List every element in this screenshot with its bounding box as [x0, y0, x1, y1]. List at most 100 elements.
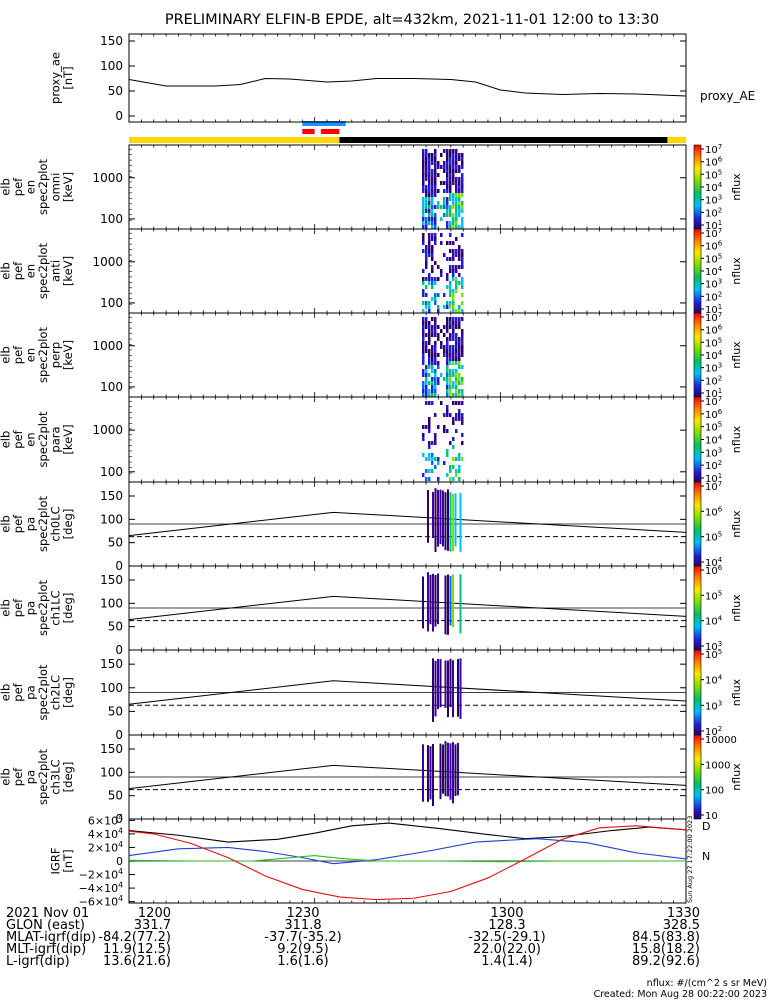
spectrogram-cell — [446, 393, 449, 397]
spectrogram-cell — [458, 205, 461, 209]
pitch-angle-cell — [442, 744, 444, 794]
spectrogram-cell — [437, 381, 440, 385]
spectrogram-cell — [428, 189, 431, 193]
spectrogram-cell — [452, 381, 455, 385]
spectrogram-cell — [446, 273, 449, 277]
spectrogram-cell — [449, 209, 452, 213]
spectrogram-cell — [434, 237, 437, 241]
spectrogram-cell — [455, 281, 458, 285]
spectrogram-cell — [425, 425, 428, 429]
spectrogram-cell — [422, 185, 425, 189]
pitch-angle-cell — [434, 488, 437, 553]
colorbar-tick-label: 103 — [705, 278, 722, 291]
spectrogram-cell — [428, 249, 431, 253]
y-axis-label: en — [24, 432, 38, 446]
pitch-angle-cell — [457, 742, 459, 796]
spectrogram-cell — [422, 341, 425, 345]
colorbar-tick-label: 10000 — [705, 735, 737, 746]
pitch-angle-cell — [437, 659, 439, 710]
spectrogram-cell — [428, 205, 431, 209]
y-axis-label: ch0LC — [49, 506, 63, 541]
spectrogram-cell — [434, 153, 437, 157]
spectrogram-cell — [428, 173, 431, 177]
y-axis-label: [keV] — [61, 424, 75, 454]
spectrogram-cell — [422, 473, 425, 477]
spectrogram-cell — [461, 333, 464, 337]
spectrogram-cell — [437, 189, 440, 193]
spectrogram-cell — [431, 361, 434, 365]
colorbar-tick-label: 105 — [705, 648, 722, 661]
pitch-angle-cell — [459, 658, 462, 719]
spectrogram-cell — [452, 289, 455, 293]
y-tick-label: 2×104 — [88, 840, 123, 854]
spectrogram-cell — [461, 293, 464, 297]
spectrogram-cell — [458, 345, 461, 349]
spectrogram-cell — [422, 281, 425, 285]
spectrogram-cell — [446, 305, 449, 309]
colorbar-tick-label: 106 — [705, 505, 723, 518]
spectrogram-cell — [458, 381, 461, 385]
y-axis-label: pa — [24, 517, 38, 531]
colorbar-label: nflux — [730, 763, 743, 791]
y-tick-label: 0 — [115, 812, 123, 826]
y-tick-label: 150 — [100, 742, 123, 756]
pitch-angle-cell — [429, 746, 432, 800]
spectrogram-cell — [455, 401, 458, 405]
pitch-angle-cell — [439, 743, 442, 800]
pitch-angle-cell — [454, 744, 457, 796]
spectrogram-cell — [455, 317, 458, 321]
y-tick-label: 50 — [108, 84, 123, 98]
y-axis-label: IGRF — [49, 848, 63, 875]
spectrogram-cell — [455, 209, 458, 213]
spectrogram-cell — [428, 177, 431, 181]
y-axis-label: ch2LC — [49, 675, 63, 710]
spectrogram-cell — [428, 389, 431, 393]
spectrogram-cell — [434, 377, 437, 381]
spectrogram-cell — [437, 325, 440, 329]
spectrogram-cell — [455, 345, 458, 349]
spectrogram-cell — [422, 213, 425, 217]
spectrogram-cell — [461, 337, 464, 341]
spectrogram-cell — [422, 149, 425, 153]
spectrogram-cell — [455, 413, 458, 417]
y-axis-label: elb — [0, 768, 13, 786]
y-tick-label: −4×104 — [79, 881, 123, 895]
spectrogram-cell — [461, 181, 464, 185]
spectrogram-cell — [452, 265, 455, 269]
y-axis-label: omni — [49, 173, 63, 202]
footer-row-glon: GLON (east) 331.7 311.8 128.3 328.5 — [6, 918, 700, 933]
y-tick-label: 0 — [115, 559, 123, 573]
pitch-angle-cell — [432, 743, 434, 807]
spectrogram-cell — [425, 457, 428, 461]
spectrogram-cell — [449, 337, 452, 341]
spectrogram-cell — [434, 325, 437, 329]
panel-frame — [128, 312, 687, 398]
footer-row-mlat: MLAT-igrf(dip) -84.2(77.2) -37.7(-35.2) … — [6, 930, 700, 945]
spectrogram-cell — [443, 305, 446, 309]
spectrogram-cell — [446, 173, 449, 177]
spectrogram-cell — [431, 281, 434, 285]
spectrogram-cell — [425, 169, 428, 173]
spectrogram-cell — [461, 261, 464, 265]
spectrogram-cell — [458, 389, 461, 393]
spectrogram-cell — [443, 165, 446, 169]
spectrogram-cell — [461, 353, 464, 357]
spectrogram-cell — [455, 213, 458, 217]
spectrogram-cell — [446, 357, 449, 361]
spectrogram-cell — [446, 301, 449, 305]
spectrogram-cell — [422, 393, 425, 397]
spectrogram-cell — [446, 377, 449, 381]
spectrogram-cell — [461, 377, 464, 381]
spectrogram-cell — [461, 189, 464, 193]
spectrogram-cell — [422, 293, 425, 297]
spectrogram-cell — [440, 233, 443, 237]
pitch-angle-cell — [444, 492, 447, 551]
colorbar — [693, 481, 702, 567]
spectrogram-cell — [437, 477, 440, 481]
colorbar-tick-label: 104 — [705, 615, 723, 628]
spectrogram-cell — [431, 257, 434, 261]
spectrogram-cell — [452, 305, 455, 309]
spectrogram-cell — [452, 345, 455, 349]
spectrogram-cell — [425, 193, 428, 197]
y-axis-label: spec2plot — [36, 664, 50, 721]
